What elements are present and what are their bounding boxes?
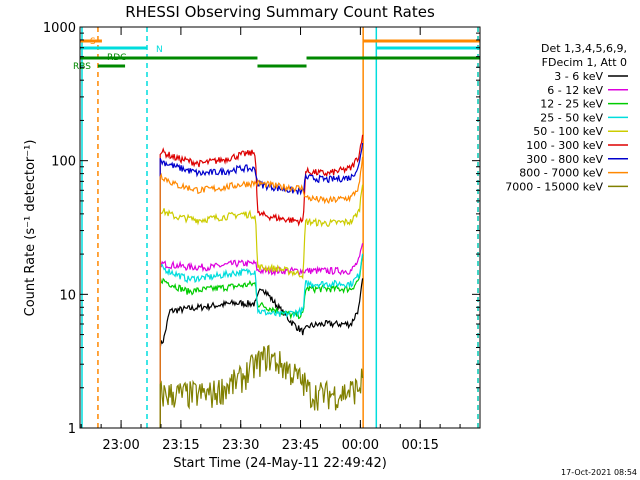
- y-tick-label-1: 10: [59, 288, 76, 303]
- legend-label-4: 50 - 100 keV: [533, 125, 603, 138]
- series-line-4: [159, 184, 364, 428]
- x-tick-label-4: 00:00: [342, 438, 379, 453]
- plot-frame: [79, 26, 481, 429]
- legend-label-5: 100 - 300 keV: [526, 139, 603, 152]
- legend-label-3: 25 - 50 keV: [540, 111, 603, 124]
- legend-label-8: 7000 - 15000 keV: [505, 180, 603, 193]
- y-tick-label-3: 1000: [43, 21, 76, 36]
- legend: Det 1,3,4,5,6,9, FDecim 1, Att 0 3 - 6 k…: [505, 42, 628, 193]
- series-line-7: [159, 156, 364, 428]
- legend-header-line-1: Det 1,3,4,5,6,9,: [541, 42, 627, 55]
- x-axis-label: Start Time (24-May-11 22:49:42): [173, 456, 387, 471]
- series-line-1: [159, 243, 364, 428]
- legend-label-0: 3 - 6 keV: [554, 70, 603, 83]
- x-tick-label-0: 23:00: [102, 438, 139, 453]
- legend-header-line-2: FDecim 1, Att 0: [542, 56, 627, 69]
- legend-label-1: 6 - 12 keV: [547, 84, 603, 97]
- series-line-5: [159, 134, 364, 428]
- legend-label-7: 800 - 7000 keV: [519, 167, 603, 180]
- x-axis-ticks: 23:00 23:15 23:30 23:45 00:00 00:15: [80, 27, 481, 453]
- series-line-2: [159, 254, 364, 428]
- x-tick-label-5: 00:15: [401, 438, 438, 453]
- y-tick-label-0: 1: [68, 422, 76, 437]
- legend-label-2: 12 - 25 keV: [540, 98, 603, 111]
- x-tick-label-3: 23:45: [282, 438, 319, 453]
- footer-timestamp: 17-Oct-2021 08:54: [561, 468, 637, 477]
- chart-title: RHESSI Observing Summary Count Rates: [125, 3, 435, 21]
- series-line-0: [159, 278, 364, 428]
- y-axis-label: Count Rate (s⁻¹ detector⁻¹): [23, 140, 38, 317]
- y-tick-label-2: 100: [51, 155, 76, 170]
- legend-label-6: 300 - 800 keV: [526, 153, 603, 166]
- flag-label-rdc: RDC: [107, 53, 126, 63]
- x-tick-label-1: 23:15: [162, 438, 199, 453]
- series-line-6: [159, 142, 364, 428]
- x-tick-label-2: 23:30: [222, 438, 259, 453]
- y-axis-ticks: 1 10 100 1000: [43, 21, 480, 437]
- flag-label-s: S: [90, 37, 96, 47]
- series-line-8: [159, 344, 364, 428]
- series-lines: [159, 134, 364, 428]
- flag-label-n: N: [156, 45, 163, 55]
- vertical-markers: [81, 27, 479, 428]
- series-line-3: [159, 253, 364, 428]
